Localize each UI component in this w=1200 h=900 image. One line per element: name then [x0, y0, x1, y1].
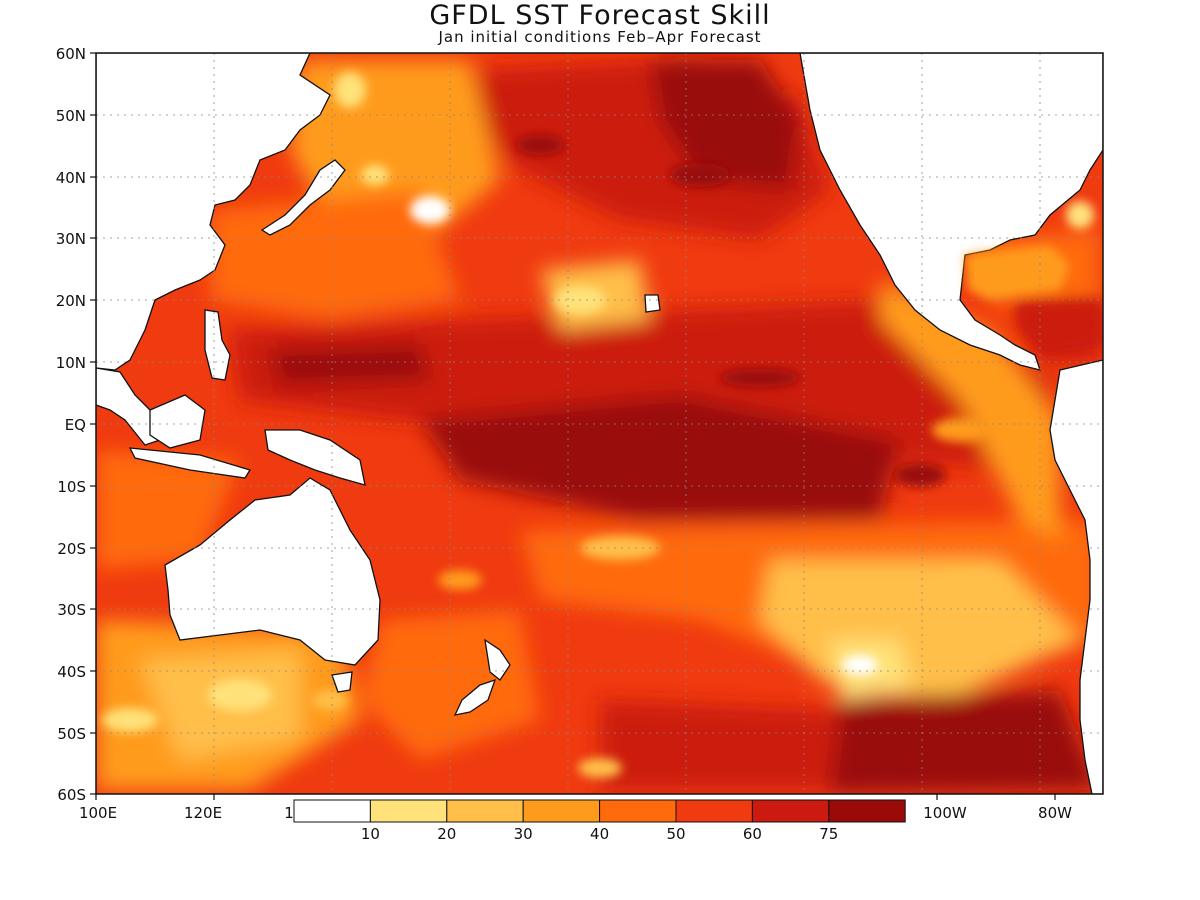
new-zealand-land	[453, 638, 511, 716]
lon-label: 80W	[1038, 804, 1072, 822]
lat-label: 30N	[56, 230, 86, 248]
legend-label: 10	[361, 825, 380, 843]
legend-swatch	[751, 799, 830, 823]
hawaii-land	[644, 294, 661, 313]
lat-label: 20N	[56, 292, 86, 310]
grid-lines	[96, 53, 1103, 794]
legend-swatch	[828, 799, 906, 823]
lat-label: 20S	[57, 540, 86, 558]
legend-label: 60	[743, 825, 762, 843]
latitude-labels: 60N 50N 40N 30N 20N 10N EQ 10S 20S 30S 4…	[56, 45, 86, 804]
skill-field	[96, 53, 1103, 794]
lat-label: 50S	[57, 725, 86, 743]
legend-swatch	[522, 799, 601, 823]
lat-label: 50N	[56, 107, 86, 125]
legend-swatch	[599, 799, 677, 823]
lon-label: 1	[284, 804, 294, 822]
legend-swatch	[369, 799, 448, 823]
lat-label: 40S	[57, 663, 86, 681]
skill-speckles	[102, 72, 1094, 778]
lat-label: 60S	[57, 786, 86, 804]
lat-label: 30S	[57, 601, 86, 619]
philippines-land	[204, 309, 231, 381]
java-land	[128, 447, 252, 479]
north-america-land	[799, 53, 1103, 371]
tick-marks	[90, 52, 1056, 800]
japan-land	[260, 159, 346, 236]
legend-labels: 10 20 30 40 50 60 75	[361, 825, 838, 843]
new-guinea-land	[264, 429, 366, 486]
longitude-labels: 100E 120E 1 100W 80W	[79, 804, 1072, 822]
lon-label: 100E	[79, 804, 117, 822]
legend-colorbar: 10 20 30 40 50 60 75	[293, 799, 906, 843]
borneo-land	[149, 394, 206, 449]
lat-label: 10S	[57, 478, 86, 496]
lat-label: 60N	[56, 45, 86, 63]
legend-label: 30	[514, 825, 533, 843]
australia-land	[164, 477, 381, 666]
gulf-of-mexico-skill	[965, 245, 1103, 355]
lat-label: EQ	[65, 416, 86, 434]
legend-label: 50	[666, 825, 685, 843]
lat-label: 10N	[56, 354, 86, 372]
legend-swatch	[293, 799, 371, 823]
legend-label: 40	[590, 825, 609, 843]
tasmania-land	[331, 671, 353, 693]
lat-label: 40N	[56, 169, 86, 187]
map-title: GFDL SST Forecast Skill	[429, 0, 771, 31]
legend-label: 75	[819, 825, 838, 843]
land-masks	[96, 53, 1103, 794]
legend-swatch	[675, 799, 753, 823]
legend-swatch	[446, 799, 524, 823]
indochina-land	[96, 367, 161, 446]
lon-label: 120E	[184, 804, 222, 822]
asia-land	[96, 53, 331, 371]
lon-label: 100W	[923, 804, 967, 822]
legend-swatches	[293, 799, 906, 823]
legend-label: 20	[437, 825, 456, 843]
south-america-land	[1049, 359, 1103, 794]
map-subtitle: Jan initial conditions Feb–Apr Forecast	[438, 28, 762, 46]
